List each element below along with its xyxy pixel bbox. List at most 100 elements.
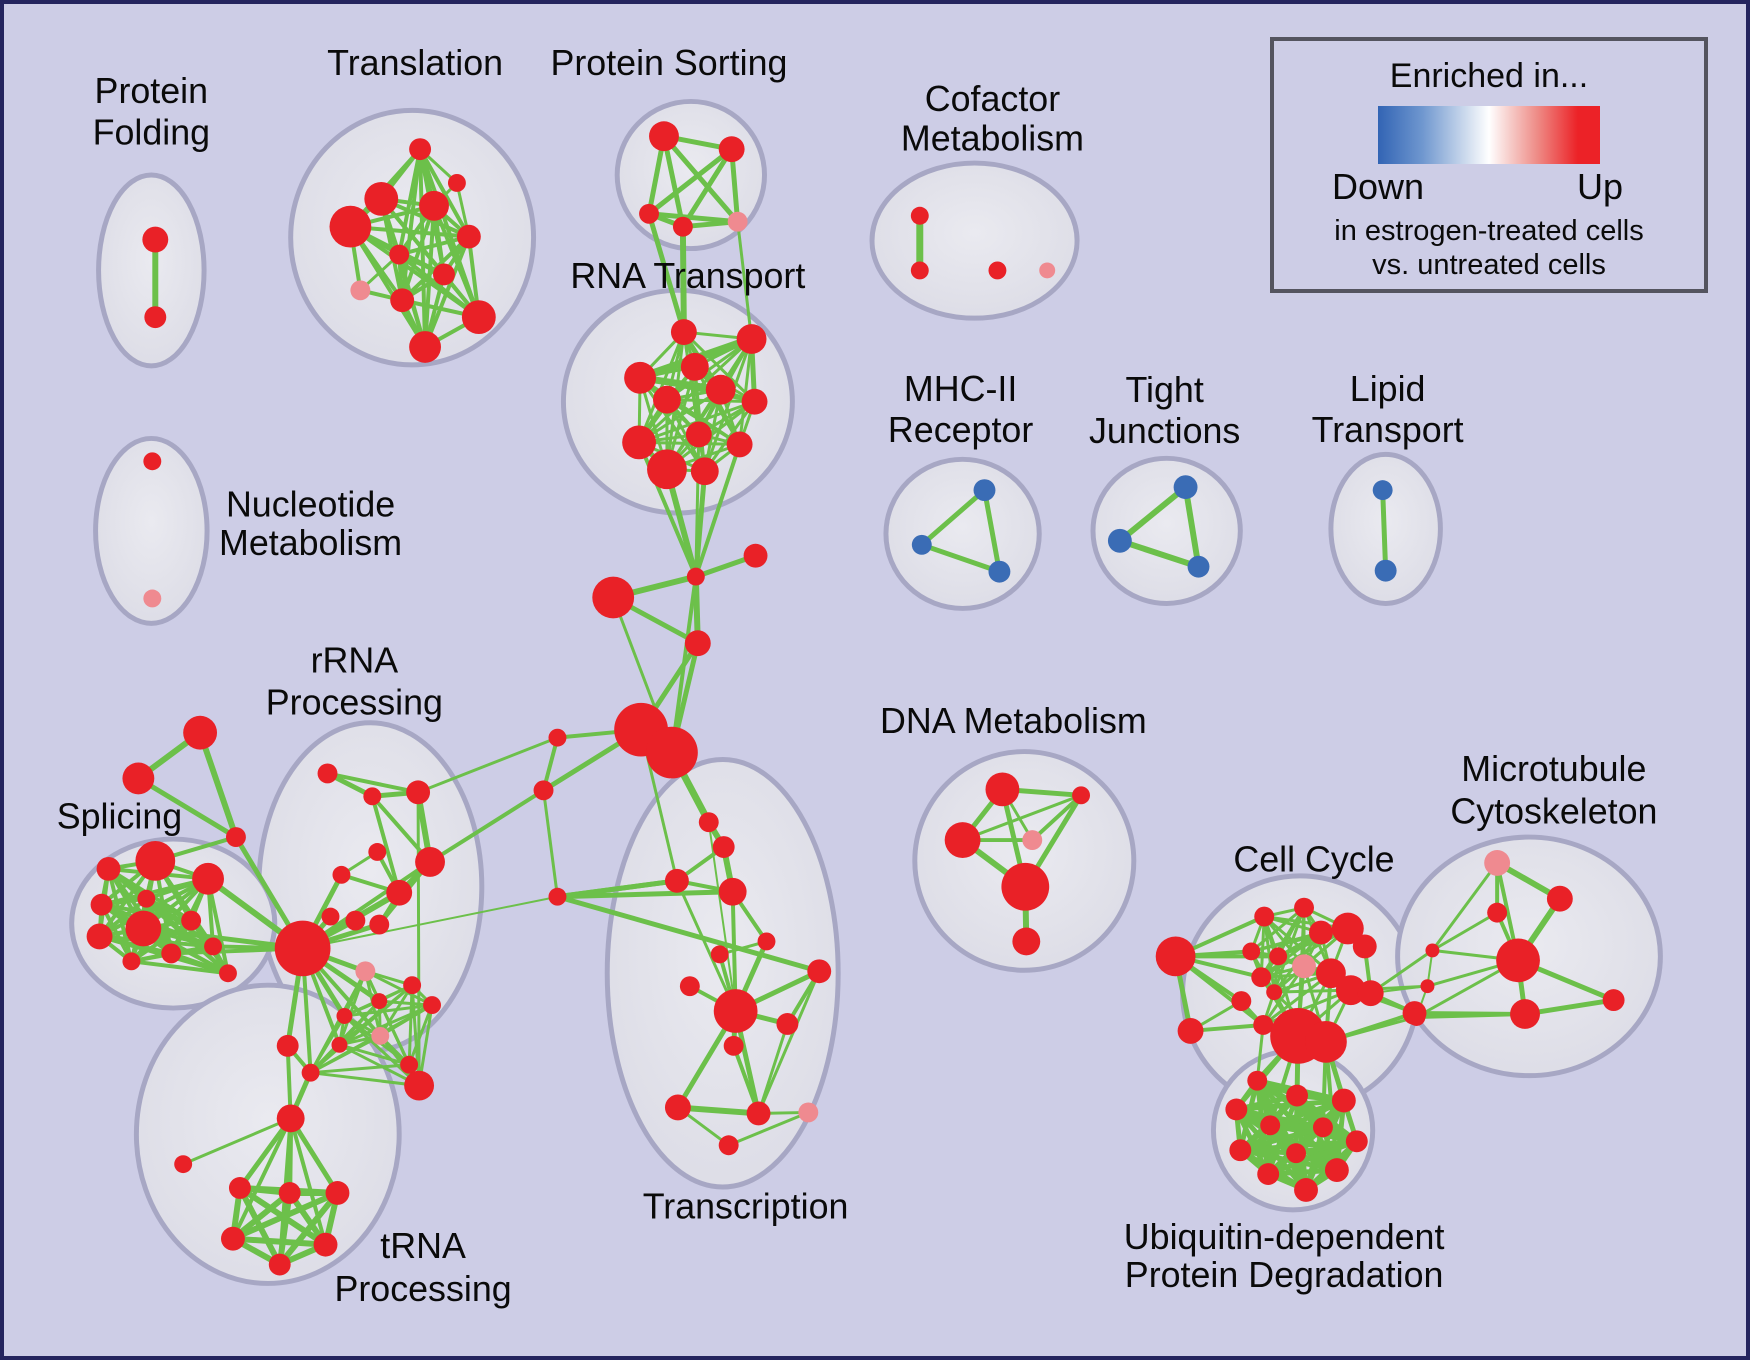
node-transcription-12 xyxy=(664,1094,691,1121)
node-chain-0 xyxy=(686,567,705,586)
node-splicing-1 xyxy=(135,841,176,881)
node-protein_sorting-0 xyxy=(649,121,679,152)
node-rrna-8 xyxy=(345,910,366,931)
edge xyxy=(97,934,216,949)
edge xyxy=(675,879,738,1013)
node-cellcycle-0 xyxy=(1155,936,1196,977)
edge xyxy=(337,1003,434,1047)
edge xyxy=(230,1116,293,1241)
node-splicing-7 xyxy=(86,923,113,950)
node-rrna-19 xyxy=(331,1036,348,1053)
node-cellcycle-9 xyxy=(1292,954,1316,979)
label-nucleotide-line2: Metabolism xyxy=(219,523,402,563)
edges-mhc xyxy=(919,487,1002,575)
node-rna_transport-4 xyxy=(705,374,736,405)
node-cofactor-1 xyxy=(910,261,929,280)
node-chain-7 xyxy=(533,780,554,801)
node-splicing-9 xyxy=(204,937,222,956)
node-transcription-4 xyxy=(548,887,567,906)
label-protein_sorting: Protein Sorting xyxy=(550,43,787,83)
edge xyxy=(731,1043,761,1116)
node-translation-5 xyxy=(389,244,410,265)
inter-cluster-edges xyxy=(140,211,1528,1173)
node-dna-5 xyxy=(1012,927,1041,956)
nodes-trna xyxy=(174,1104,350,1276)
nodes-rrna xyxy=(274,763,445,1101)
node-splicing-0 xyxy=(96,856,121,881)
node-trna-3 xyxy=(278,1182,301,1204)
node-rrna-4 xyxy=(368,843,387,861)
edge xyxy=(1030,793,1084,843)
edge xyxy=(707,821,737,1013)
node-layer xyxy=(86,121,1625,1276)
label-rrna-line2: Processing xyxy=(266,682,443,722)
edge xyxy=(669,574,698,755)
hull-nucleotide xyxy=(93,435,210,626)
node-rrna-21 xyxy=(301,1063,320,1082)
hull-dna xyxy=(912,749,1137,973)
edge xyxy=(169,951,230,976)
edge xyxy=(418,147,471,239)
legend-up-label: Up xyxy=(1576,166,1624,207)
node-chain-2 xyxy=(592,576,635,619)
edge xyxy=(363,969,434,1007)
node-splicing-10 xyxy=(122,952,141,971)
hull-protein_folding xyxy=(96,172,207,369)
node-cellcycle-1 xyxy=(1177,1018,1204,1044)
node-chain-3 xyxy=(684,630,711,657)
node-translation-4 xyxy=(456,224,481,249)
node-mhc-2 xyxy=(988,560,1011,583)
legend-down-label: Down xyxy=(1331,166,1425,207)
edges-lipid xyxy=(1380,487,1389,574)
node-splicing-3 xyxy=(90,893,113,916)
label-nucleotide-line1: Nucleotide xyxy=(226,484,395,524)
node-splicing-2 xyxy=(192,862,224,895)
node-splicing-6 xyxy=(181,910,202,931)
node-microtubule-3 xyxy=(1496,938,1540,983)
node-rrna-13 xyxy=(371,993,388,1010)
edge xyxy=(1259,931,1323,979)
edge xyxy=(757,969,821,1115)
legend-title: Enriched in... xyxy=(1389,57,1589,95)
node-translation-8 xyxy=(390,288,415,313)
edge xyxy=(646,211,741,225)
node-transcription-0 xyxy=(698,812,719,833)
node-trna-7 xyxy=(268,1253,291,1276)
legend-caption-line2: vs. untreated cells xyxy=(1372,249,1606,281)
node-rrna-14 xyxy=(423,996,441,1015)
node-translation-6 xyxy=(433,263,455,286)
edge xyxy=(325,771,421,795)
label-lipid-line2: Transport xyxy=(1312,410,1464,450)
node-nucleotide-0 xyxy=(143,452,162,471)
node-cellcycle-4 xyxy=(1309,920,1333,945)
edge xyxy=(416,736,559,794)
edge xyxy=(1182,484,1202,570)
node-rna_transport-8 xyxy=(622,425,657,460)
edge xyxy=(237,1115,294,1191)
node-rrna-5 xyxy=(332,865,351,884)
node-rna_transport-9 xyxy=(726,431,753,458)
edge xyxy=(693,468,708,580)
edges-ubiquitin xyxy=(1233,1078,1360,1193)
node-rrna-7 xyxy=(321,907,340,926)
node-tight-2 xyxy=(1187,555,1210,578)
node-lipid-1 xyxy=(1374,559,1397,582)
node-transcription-11 xyxy=(723,1035,744,1056)
edge xyxy=(229,1189,293,1242)
edge xyxy=(736,220,754,341)
node-transcription-1 xyxy=(712,836,735,858)
label-trna-line2: Processing xyxy=(334,1269,511,1309)
node-ubiquitin-4 xyxy=(1260,1115,1281,1136)
edge xyxy=(129,959,230,976)
node-translation-1 xyxy=(364,181,399,216)
node-trna-4 xyxy=(325,1181,350,1205)
node-cofactor-2 xyxy=(988,261,1007,280)
edge xyxy=(1116,484,1189,544)
node-rrna-6 xyxy=(386,879,413,906)
nodes-splicing xyxy=(86,715,246,983)
hull-transcription xyxy=(604,757,841,1190)
label-lipid-line1: Lipid xyxy=(1350,369,1426,409)
edge xyxy=(1380,487,1389,574)
nodes-nucleotide xyxy=(143,452,162,608)
node-lipid-0 xyxy=(1372,480,1393,501)
